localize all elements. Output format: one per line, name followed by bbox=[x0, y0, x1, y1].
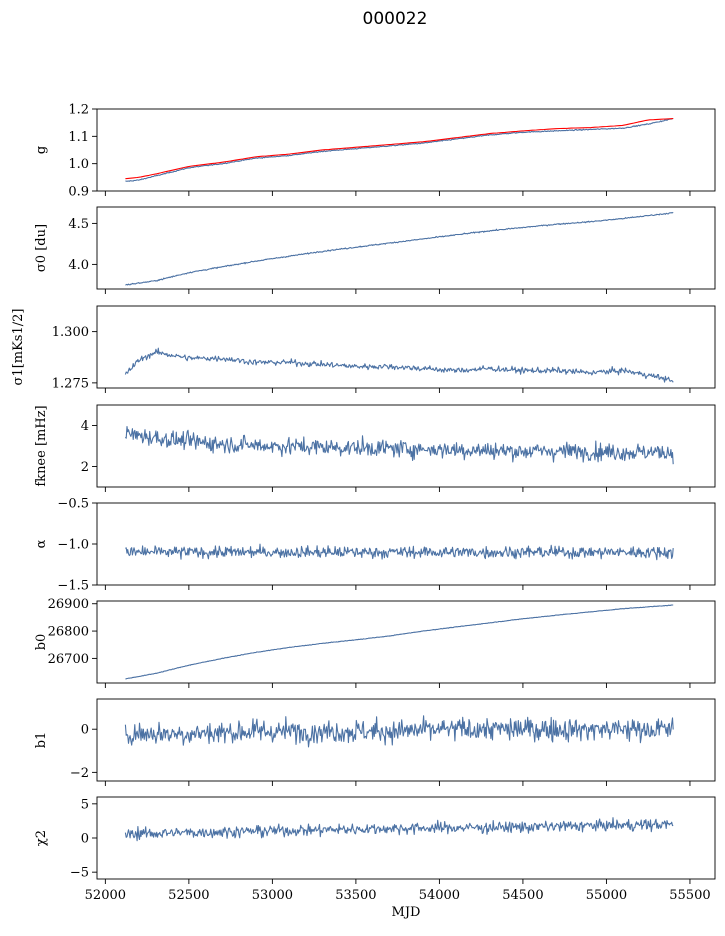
panel-1-ytick-label: 0.9 bbox=[68, 185, 89, 200]
panel-4-series-1-line bbox=[124, 426, 674, 465]
panel-6-ylabel: b0 bbox=[34, 634, 49, 651]
panel-2-ytick-label: 4.0 bbox=[68, 258, 89, 273]
panel-5-ytick-label: −1.5 bbox=[57, 579, 89, 594]
panel-4-frame bbox=[96, 404, 716, 488]
panel-2-ylabel: σ0 [du] bbox=[34, 224, 49, 272]
panel-1-ylabel: g bbox=[34, 146, 49, 154]
panel-4-ytick-label: 4 bbox=[81, 419, 89, 434]
xtick-label: 54000 bbox=[419, 888, 460, 903]
panel-3-series-1-line bbox=[124, 347, 674, 383]
panel-7-ytick-label: 0 bbox=[81, 723, 89, 738]
panel-5-series-1-line bbox=[125, 543, 674, 561]
panel-1-frame bbox=[96, 108, 716, 192]
panel-3: 1.275 1.300 σ1[mKs1/2] bbox=[11, 305, 716, 393]
panel-2-frame bbox=[96, 206, 716, 290]
panel-1-ytick-label: 1.2 bbox=[68, 103, 89, 118]
panel-7-frame bbox=[96, 698, 716, 782]
panel-1-series-1-line bbox=[125, 117, 674, 182]
xtick-label: 52500 bbox=[168, 888, 209, 903]
panel-8-ylabel: χ2 bbox=[34, 830, 49, 846]
panel-6-ytick-label: 26700 bbox=[48, 652, 89, 667]
xlabel: MJD bbox=[392, 905, 421, 920]
panel-4-ytick-label: 2 bbox=[81, 460, 89, 475]
panel-4: 2 4 fknee [mHz] bbox=[34, 404, 716, 492]
panel-5: −1.5 −1.0 −0.5 α bbox=[34, 497, 716, 594]
panel-7-ylabel: b1 bbox=[34, 732, 49, 749]
panel-5-ytick-label: −0.5 bbox=[57, 497, 89, 512]
panel-8-frame bbox=[96, 796, 716, 880]
xtick-label: 52000 bbox=[85, 888, 126, 903]
panel-8-ytick-label: 5 bbox=[81, 797, 89, 812]
panel-1-series-2-line bbox=[125, 118, 674, 180]
panel-4-ylabel: fknee [mHz] bbox=[34, 405, 49, 486]
panel-6-ytick-label: 26900 bbox=[48, 597, 89, 612]
xtick-label: 53500 bbox=[335, 888, 376, 903]
panel-5-frame bbox=[96, 502, 716, 586]
xtick-label: 53000 bbox=[252, 888, 293, 903]
panel-3-ylabel: σ1[mKs1/2] bbox=[11, 309, 26, 386]
panel-6-ytick-label: 26800 bbox=[48, 625, 89, 640]
panel-6-frame bbox=[96, 600, 716, 684]
panel-7: −2 0 b1 bbox=[34, 698, 716, 786]
panel-2-series-1-line bbox=[125, 211, 674, 286]
panel-7-series-1-line bbox=[124, 715, 674, 748]
panel-6-series-1-line bbox=[125, 604, 674, 680]
panel-1-ytick-label: 1.0 bbox=[68, 157, 89, 172]
panel-8-series-1-line bbox=[124, 817, 674, 842]
panel-8-ytick-label: −5 bbox=[70, 866, 89, 881]
panel-3-frame bbox=[96, 305, 716, 389]
panel-5-ylabel: α bbox=[34, 539, 49, 548]
panel-1: 0.9 1.0 1.1 1.2 g bbox=[34, 103, 716, 200]
panel-2-ytick-label: 4.5 bbox=[68, 217, 89, 232]
xtick-label: 55500 bbox=[669, 888, 710, 903]
panel-1-ytick-label: 1.1 bbox=[68, 130, 89, 145]
panels: 0.9 1.0 1.1 1.2 g 4.0 4.5 σ0 [du] 1.275 1.300 σ1[m… bbox=[11, 103, 716, 920]
panel-2: 4.0 4.5 σ0 [du] bbox=[34, 206, 716, 294]
panel-3-ytick-label: 1.300 bbox=[52, 325, 89, 340]
xtick-label: 55000 bbox=[586, 888, 627, 903]
panel-7-ytick-label: −2 bbox=[70, 766, 89, 781]
panel-8-ytick-label: 0 bbox=[81, 832, 89, 847]
panel-5-ytick-label: −1.0 bbox=[57, 538, 89, 553]
panel-3-ytick-label: 1.275 bbox=[52, 376, 89, 391]
panel-6: 26700 26800 26900 b0 bbox=[34, 597, 716, 688]
xtick-label: 54500 bbox=[502, 888, 543, 903]
figure-title: 000022 bbox=[363, 9, 428, 29]
panel-8: −5 0 5 52000 52500 53000 53500 54000 54500 55000 5… bbox=[34, 796, 716, 920]
